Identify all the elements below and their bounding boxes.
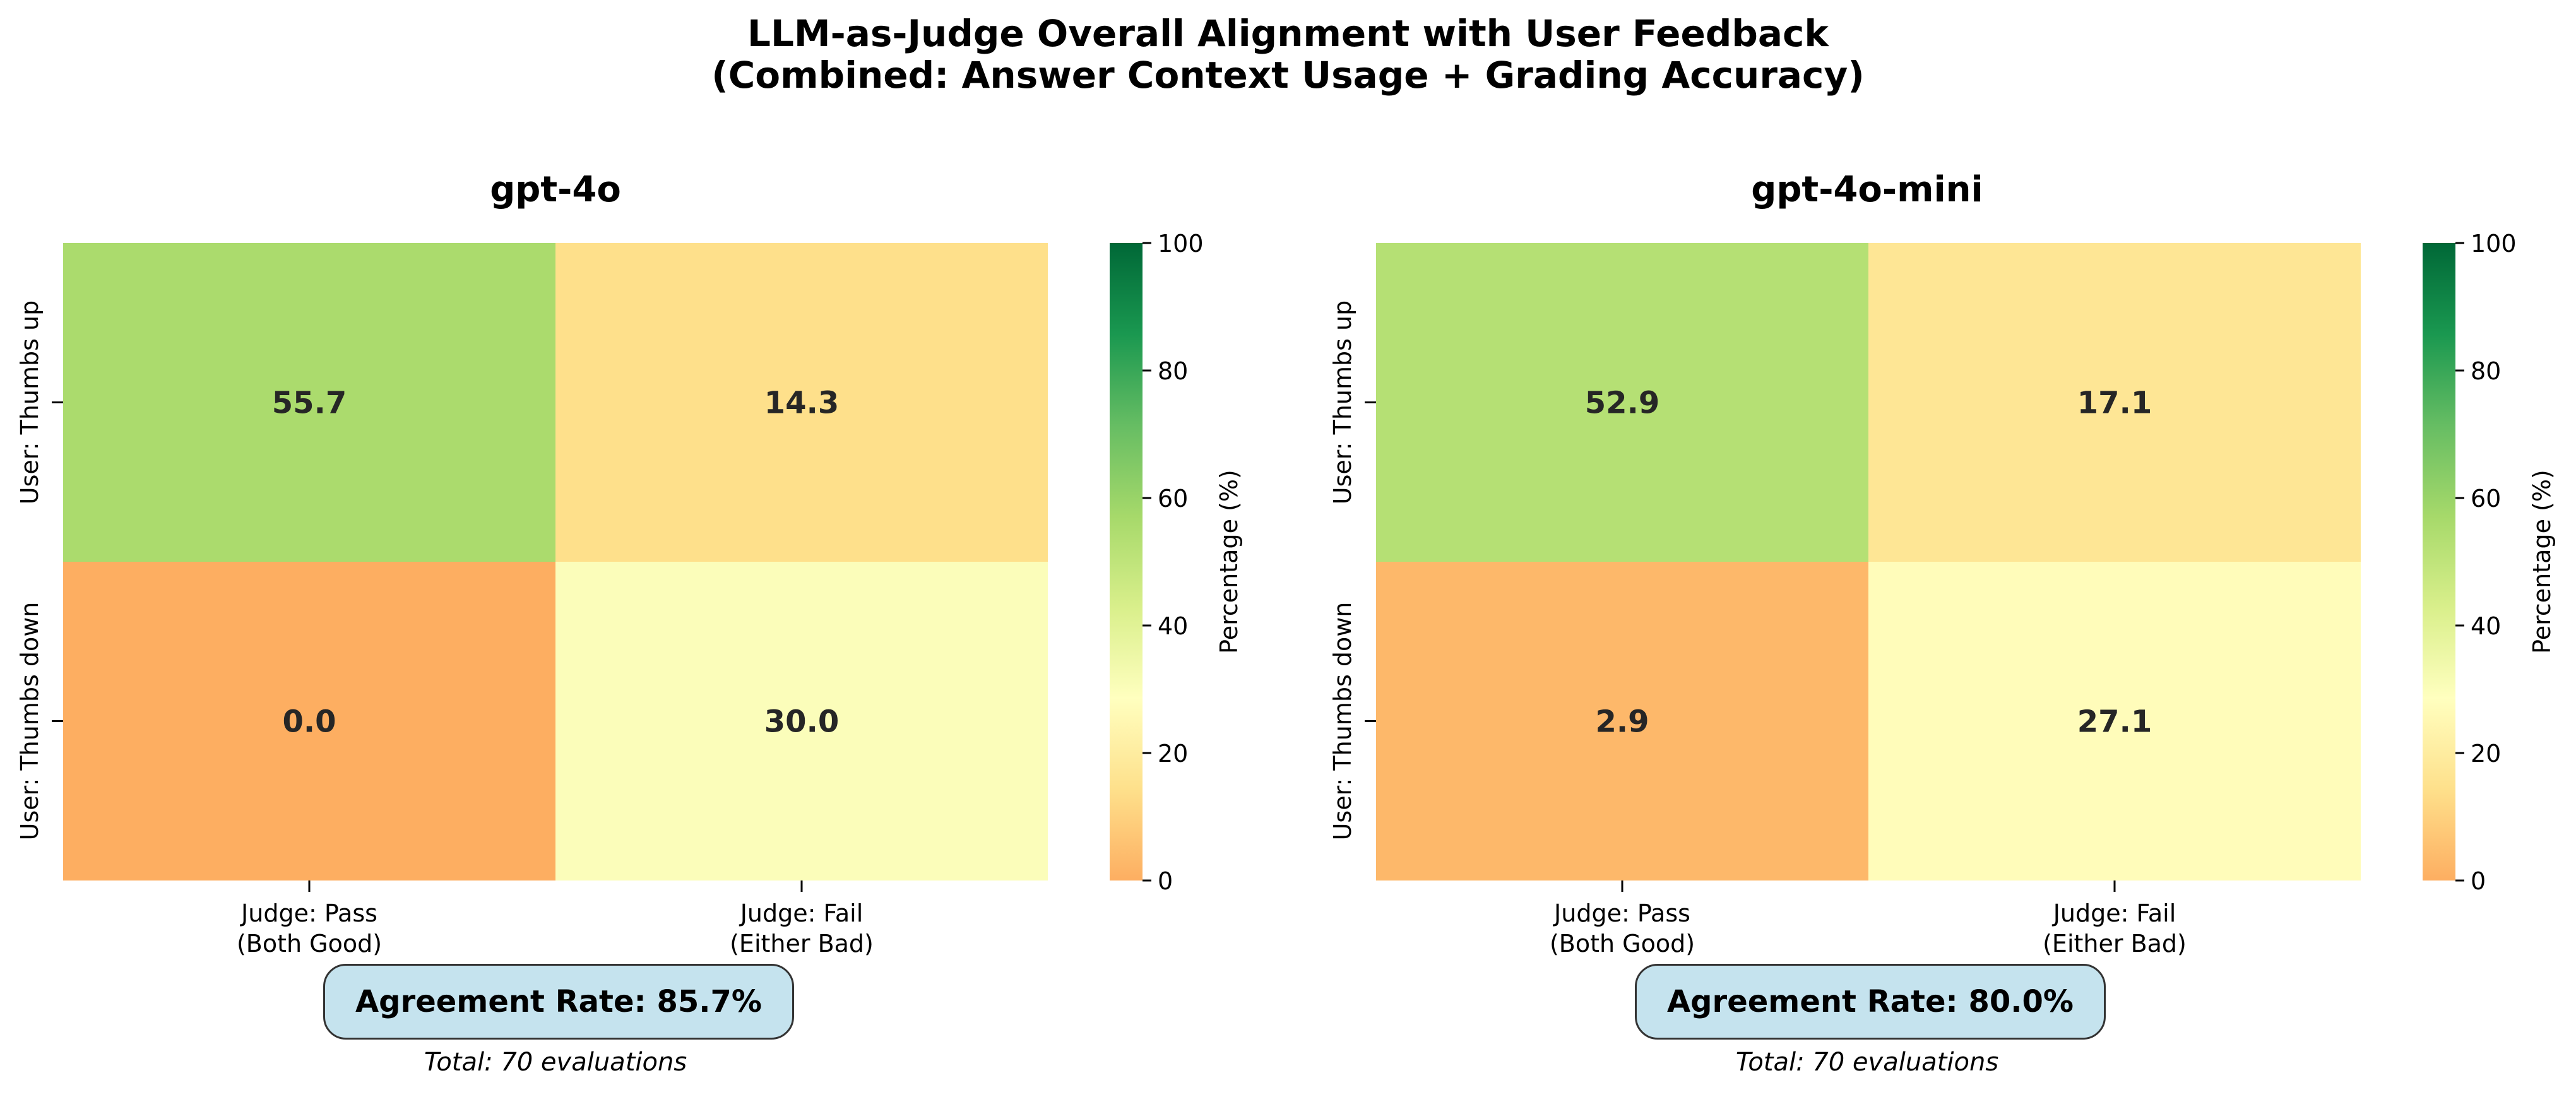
cell-value-label: 55.7 xyxy=(272,386,347,421)
colorbar-tick-label: 100 xyxy=(2471,230,2517,258)
colorbar xyxy=(1110,243,1143,881)
heatmap-cell xyxy=(1868,562,2361,881)
figure-title-line2: (Combined: Answer Context Usage + Gradin… xyxy=(711,54,1865,97)
cell-value-label: 52.9 xyxy=(1585,386,1659,421)
colorbar-tick-label: 60 xyxy=(1158,485,1188,513)
agreement-badge-gpt-4o-mini: Agreement Rate: 80.0% xyxy=(1635,964,2106,1040)
x-tick-label: Judge: Fail (Either Bad) xyxy=(730,899,874,958)
cell-value-label: 27.1 xyxy=(2077,704,2152,740)
x-tick-label: Judge: Fail (Either Bad) xyxy=(2043,899,2187,958)
total-evaluations-gpt-4o: Total: 70 evaluations xyxy=(424,1048,687,1077)
cell-value-label: 2.9 xyxy=(1595,704,1649,740)
heatmap-cell xyxy=(1376,243,1868,562)
cell-value-label: 17.1 xyxy=(2077,386,2152,421)
x-tick-label: Judge: Pass (Both Good) xyxy=(237,899,382,958)
panel-title-gpt-4o: gpt-4o xyxy=(490,169,621,210)
colorbar-label: Percentage (%) xyxy=(2528,470,2556,654)
figure-title: LLM-as-Judge Overall Alignment with User… xyxy=(0,13,2576,96)
heatmap-cell xyxy=(1376,562,1868,881)
y-tick-label: User: Thumbs down xyxy=(16,602,44,841)
heatmap-cell xyxy=(63,243,555,562)
heatmap-cell xyxy=(555,562,1048,881)
cell-value-label: 30.0 xyxy=(764,704,839,740)
colorbar-tick-label: 40 xyxy=(1158,612,1188,640)
colorbar-tick-label: 80 xyxy=(1158,357,1188,385)
colorbar-tick-label: 0 xyxy=(2471,867,2486,895)
colorbar-tick-label: 0 xyxy=(1158,867,1173,895)
colorbar-tick-label: 60 xyxy=(2471,485,2501,513)
colorbar-tick-label: 100 xyxy=(1158,230,1204,258)
colorbar-tick-label: 20 xyxy=(2471,740,2501,768)
x-tick-label: Judge: Pass (Both Good) xyxy=(1550,899,1695,958)
heatmap-cell xyxy=(555,243,1048,562)
y-tick-label: User: Thumbs down xyxy=(1329,602,1356,841)
agreement-badge-gpt-4o: Agreement Rate: 85.7% xyxy=(323,964,794,1040)
colorbar xyxy=(2423,243,2455,881)
panel-title-gpt-4o-mini: gpt-4o-mini xyxy=(1751,169,1983,210)
y-tick-label: User: Thumbs up xyxy=(16,300,44,504)
colorbar-tick-label: 80 xyxy=(2471,357,2501,385)
colorbar-label: Percentage (%) xyxy=(1215,470,1243,654)
heatmap-cell xyxy=(63,562,555,881)
colorbar-tick-label: 40 xyxy=(2471,612,2501,640)
heatmap-cell xyxy=(1868,243,2361,562)
colorbar-tick-label: 20 xyxy=(1158,740,1188,768)
cell-value-label: 14.3 xyxy=(764,386,839,421)
y-tick-label: User: Thumbs up xyxy=(1329,300,1356,504)
cell-value-label: 0.0 xyxy=(282,704,336,740)
figure-title-line1: LLM-as-Judge Overall Alignment with User… xyxy=(747,12,1829,55)
total-evaluations-gpt-4o-mini: Total: 70 evaluations xyxy=(1735,1048,1999,1077)
